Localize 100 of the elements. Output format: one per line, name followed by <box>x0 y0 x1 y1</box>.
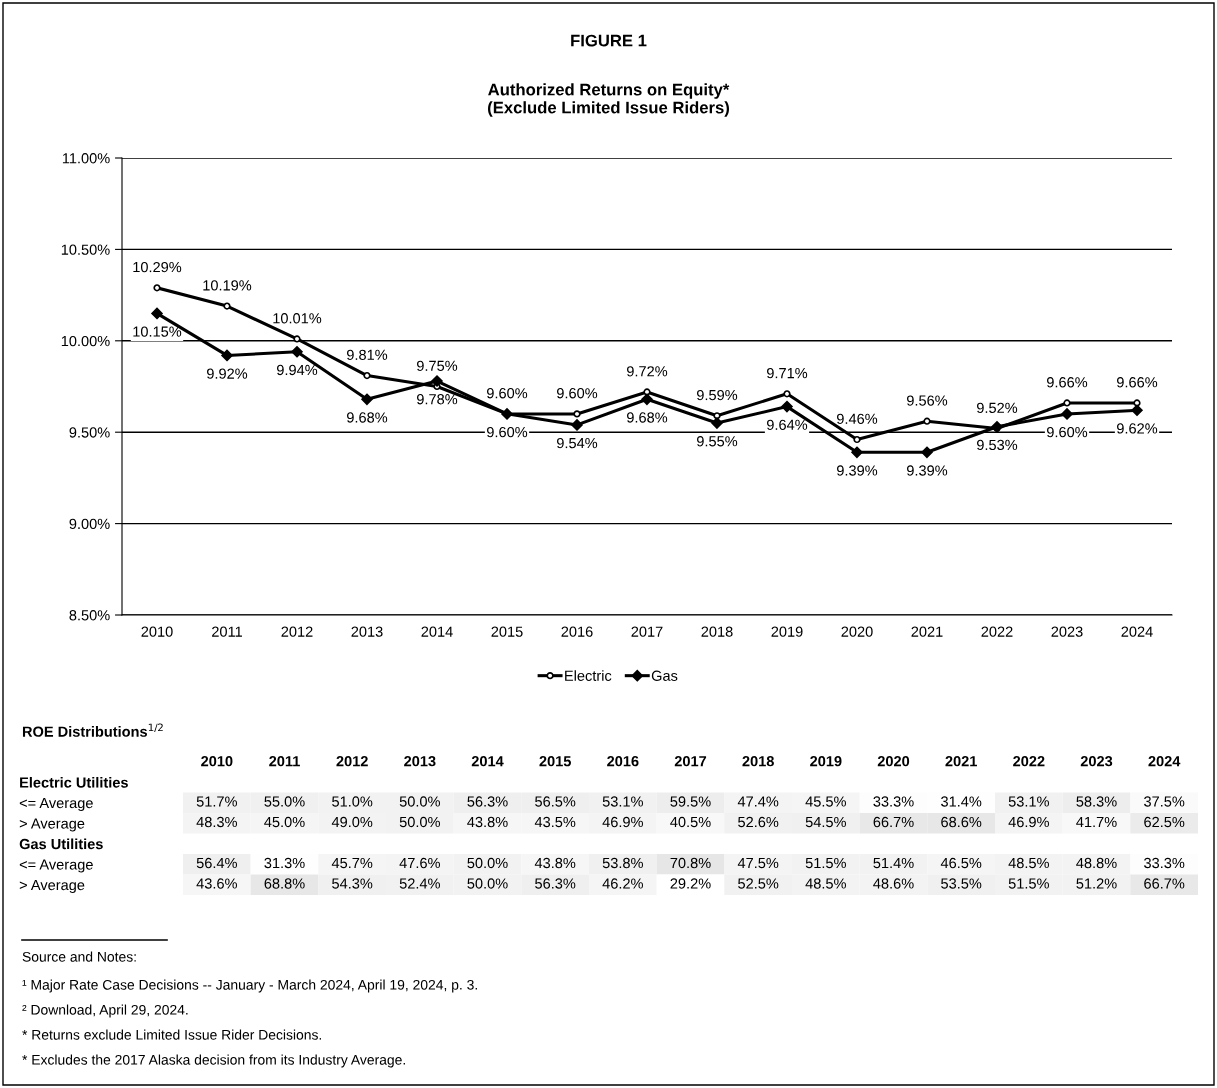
point <box>1131 404 1143 417</box>
data-label: 54.3% <box>332 878 373 889</box>
x-tick-label: 2024 <box>1121 626 1153 637</box>
data-label: 48.5% <box>1008 857 1049 869</box>
data-label: 43.8% <box>467 816 508 828</box>
data-label: 9.52% <box>977 402 1018 414</box>
data-label: 9.68% <box>347 412 388 423</box>
point <box>221 349 233 362</box>
point <box>641 393 653 406</box>
text: * Excludes the 2017 Alaska decision from its Industry Average. <box>22 1054 405 1068</box>
point <box>923 417 931 425</box>
chart-subtitle: Authorized Returns on Equity* (Exclude Limited Issue Riders) <box>488 83 730 117</box>
data-label: 46.9% <box>602 816 643 828</box>
x-tick-label: 2022 <box>981 626 1013 637</box>
x-tick-label: 2017 <box>631 626 663 637</box>
data-label: 51.2% <box>1076 878 1117 889</box>
data-label: 9.62% <box>1117 423 1158 434</box>
x-tick-label: 2022 <box>1013 756 1045 767</box>
x-tick-label: 2013 <box>351 626 383 637</box>
data-label: 62.5% <box>1144 816 1185 828</box>
data-label: 43.5% <box>534 816 576 828</box>
data-label: 46.2% <box>602 878 643 889</box>
data-label: 55.0% <box>264 796 305 807</box>
data-label: 52.4% <box>399 878 440 889</box>
x-tick-label: 2012 <box>281 626 313 637</box>
point <box>921 446 933 459</box>
data-label: 56.4% <box>196 857 237 869</box>
point <box>431 375 443 387</box>
data-label: 45.7% <box>331 857 373 869</box>
data-label: 46.9% <box>1008 816 1049 828</box>
data-label: 56.3% <box>467 796 508 807</box>
data-label: 47.4% <box>737 796 779 807</box>
point <box>643 388 651 396</box>
data-label: 48.6% <box>873 878 914 889</box>
data-label: 53.1% <box>1008 796 1049 807</box>
x-tick-label: 2010 <box>141 626 173 637</box>
data-label: 9.39% <box>837 465 878 476</box>
y-tick-label: > Average <box>19 880 85 894</box>
data-label: 9.46% <box>837 413 878 424</box>
data-label: 51.5% <box>805 857 846 869</box>
point <box>851 446 863 459</box>
x-tick-label: 2023 <box>1051 626 1083 637</box>
data-label: 59.5% <box>670 796 711 807</box>
data-label: 33.3% <box>873 796 914 807</box>
data-label: 9.71% <box>767 367 808 379</box>
point <box>573 410 581 418</box>
point <box>291 346 303 358</box>
data-label: 9.68% <box>627 412 668 423</box>
point <box>571 419 583 431</box>
x-tick-label: 2017 <box>674 756 707 767</box>
point <box>1063 399 1071 407</box>
data-label: 9.55% <box>697 436 738 447</box>
legend-label: Electric <box>565 670 612 681</box>
y-tick-label: Gas Utilities <box>19 838 103 850</box>
data-label: 52.6% <box>738 816 779 828</box>
data-label: 9.60% <box>487 426 528 438</box>
x-tick-label: 2015 <box>491 626 523 637</box>
point <box>363 371 371 380</box>
data-label: 48.5% <box>805 878 846 889</box>
point <box>853 435 861 444</box>
data-label: 45.0% <box>264 816 305 828</box>
point <box>783 390 791 398</box>
data-label: 48.3% <box>196 816 237 828</box>
x-tick-label: 2018 <box>701 626 733 637</box>
data-label: 9.60% <box>557 388 598 399</box>
data-label: 45.5% <box>805 796 846 807</box>
x-tick-label: 2012 <box>336 756 368 767</box>
data-label: 9.94% <box>277 364 318 376</box>
data-label: 40.5% <box>670 816 711 828</box>
data-label: 9.39% <box>907 465 948 476</box>
data-label: 51.0% <box>332 796 373 807</box>
data-label: 58.3% <box>1076 796 1117 807</box>
data-label: 51.4% <box>873 857 914 869</box>
y-tick-label: 8.50% <box>69 610 110 621</box>
x-tick-label: 2016 <box>607 756 639 767</box>
data-label: 49.0% <box>331 816 373 828</box>
chart-title: FIGURE 1 <box>571 34 647 47</box>
legend-label: Gas <box>651 670 678 681</box>
data-label: 68.8% <box>264 878 305 889</box>
data-label: 9.60% <box>487 388 528 399</box>
data-label: 56.5% <box>535 796 576 807</box>
point <box>991 420 1003 433</box>
data-label: 9.72% <box>627 366 668 377</box>
text: ¹ Major Rate Case Decisions -- January - March 2024, April 19, 2024, p. 3. <box>22 979 477 993</box>
data-label: 9.59% <box>697 389 738 401</box>
x-tick-label: 2019 <box>810 756 842 767</box>
data-label: 53.5% <box>941 878 982 889</box>
x-tick-label: 2024 <box>1148 756 1181 767</box>
data-label: 9.64% <box>767 419 808 430</box>
data-label: 29.2% <box>670 878 711 889</box>
data-label: 50.0% <box>467 878 508 889</box>
data-label: 9.53% <box>977 439 1018 451</box>
data-label: 50.0% <box>467 857 508 869</box>
point <box>223 302 231 310</box>
x-tick-label: 2011 <box>212 626 242 637</box>
data-label: 53.1% <box>602 796 643 807</box>
x-tick-label: 2015 <box>539 756 571 767</box>
x-tick-label: 2023 <box>1080 756 1113 767</box>
data-label: 47.6% <box>399 857 440 869</box>
point <box>711 417 723 429</box>
